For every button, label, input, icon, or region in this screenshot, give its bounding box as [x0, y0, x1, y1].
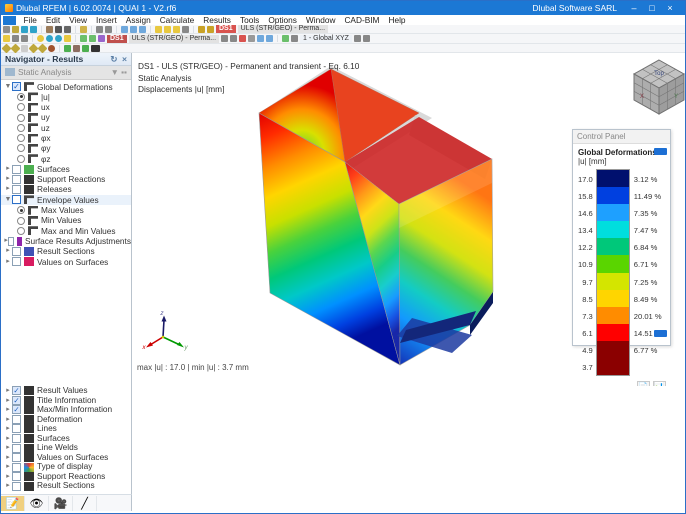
svg-text:Top: Top [654, 71, 664, 77]
svg-text:X: X [640, 94, 644, 100]
svg-text:Y: Y [674, 94, 678, 100]
